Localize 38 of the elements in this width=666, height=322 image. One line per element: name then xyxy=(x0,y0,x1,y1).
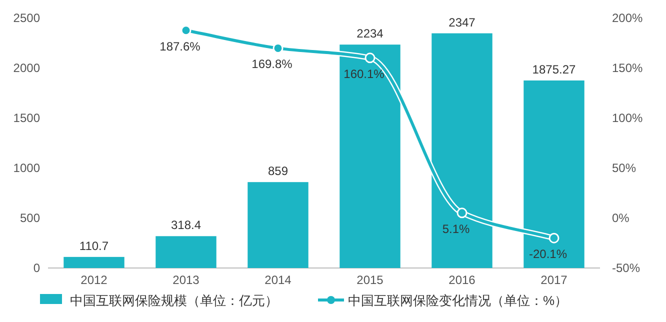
data-label: 1875.27 xyxy=(532,62,576,76)
y-tick-label: 500 xyxy=(20,211,40,225)
data-label: 169.8% xyxy=(252,57,293,72)
x-tick-label: 2014 xyxy=(264,273,292,287)
y-tick-label: 1500 xyxy=(13,111,40,125)
x-tick-label: 2015 xyxy=(356,273,384,287)
y-tick-label: 2000 xyxy=(13,61,40,75)
y-tick-label: 2500 xyxy=(13,11,40,25)
data-label: 859 xyxy=(268,164,288,178)
x-tick-label: 2016 xyxy=(448,273,476,287)
x-tick-label: 2013 xyxy=(172,273,200,287)
bar xyxy=(156,236,216,268)
point xyxy=(456,208,468,218)
y-tick-label: 1000 xyxy=(13,161,40,175)
x-tick-label: 2017 xyxy=(540,273,568,287)
x-tick-label: 2012 xyxy=(80,273,108,287)
y2-tick-label: 150% xyxy=(612,61,644,75)
data-label: 318.4 xyxy=(170,218,202,232)
bar xyxy=(248,182,308,268)
y-tick-label: 0 xyxy=(33,261,40,275)
data-label: 187.6% xyxy=(160,39,201,54)
y2-tick-label: 0% xyxy=(612,211,630,225)
data-label: -20.1% xyxy=(528,247,568,262)
y2-tick-label: 100% xyxy=(612,111,644,125)
legend-label: 中国互联网保险变化情况（单位：%） xyxy=(348,293,568,308)
point xyxy=(364,52,376,64)
point xyxy=(180,25,192,36)
data-label: 5.1% xyxy=(442,222,470,236)
data-label: 2347 xyxy=(448,15,476,30)
point xyxy=(548,232,560,244)
legend-label: 中国互联网保险规模（单位：亿元） xyxy=(70,293,278,308)
y2-tick-label: 200% xyxy=(612,11,644,25)
y2-tick-label: -50% xyxy=(612,261,640,275)
y2-tick-label: 50% xyxy=(612,161,636,175)
data-label: 160.1% xyxy=(344,66,385,81)
bar xyxy=(64,256,124,268)
data-label: 2234 xyxy=(356,26,384,41)
data-label: 110.7 xyxy=(79,238,109,253)
